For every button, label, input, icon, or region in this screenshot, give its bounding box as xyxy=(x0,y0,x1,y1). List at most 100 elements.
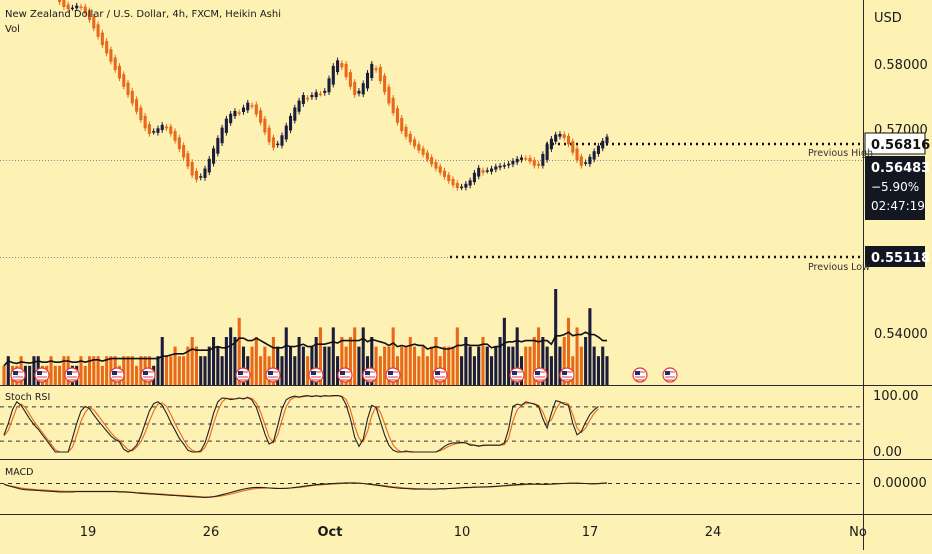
volume-bar xyxy=(417,356,421,385)
volume-bar xyxy=(400,346,404,385)
volume-bar xyxy=(596,356,600,385)
volume-bar xyxy=(164,356,169,385)
volume-bar xyxy=(207,346,211,385)
us-flag-event-icon xyxy=(632,367,648,383)
candles-group xyxy=(58,0,609,191)
badge-canton xyxy=(512,371,517,375)
volume-bar xyxy=(545,346,549,385)
candle-body xyxy=(284,125,288,140)
candle-body xyxy=(267,127,271,143)
candle-body xyxy=(481,170,485,173)
candle-body xyxy=(169,126,173,134)
candle-body xyxy=(524,158,528,160)
current-price-label[interactable]: 0.56483 −5.90% 02:47:19 xyxy=(865,156,930,220)
macd-line xyxy=(3,482,608,499)
candle-body xyxy=(122,74,126,87)
volume-bar xyxy=(541,337,545,385)
candle-body xyxy=(288,115,293,131)
candle-body xyxy=(280,135,284,146)
candle-body xyxy=(79,6,83,9)
volume-bar xyxy=(468,346,472,385)
candle-body xyxy=(566,135,571,145)
volume-bar xyxy=(340,337,344,385)
prev-high-price-label[interactable]: 0.56816 xyxy=(864,132,930,155)
time-tick-10: 10 xyxy=(454,525,471,540)
volume-bar xyxy=(558,346,562,385)
volume-bar xyxy=(87,356,92,385)
candle-body xyxy=(160,124,164,131)
badge-canton xyxy=(67,371,72,375)
candle-body xyxy=(489,168,494,172)
candle-body xyxy=(554,134,558,142)
event-badges-group xyxy=(10,367,678,383)
volume-bar xyxy=(100,365,104,385)
candle-body xyxy=(327,78,331,93)
candle-body xyxy=(460,186,464,189)
candle-body xyxy=(336,60,340,73)
volume-bar xyxy=(139,356,143,385)
candle-body xyxy=(451,178,455,186)
candle-body xyxy=(314,92,318,98)
badge-canton xyxy=(13,371,18,375)
volume-bar xyxy=(297,337,301,385)
candle-body xyxy=(152,131,156,133)
prev-low-label-box xyxy=(865,246,925,267)
volume-bar xyxy=(254,337,258,385)
volume-bar xyxy=(562,337,566,385)
volume-bar xyxy=(190,337,194,385)
candle-body xyxy=(241,107,246,113)
us-flag-event-icon xyxy=(362,367,378,383)
macd-label: MACD xyxy=(5,467,33,478)
volume-bar xyxy=(378,356,382,385)
us-flag-event-icon xyxy=(265,367,281,383)
candle-body xyxy=(519,157,524,160)
candle-body xyxy=(357,90,361,94)
candle-body xyxy=(472,172,476,183)
candle-body xyxy=(186,153,190,167)
volume-bar xyxy=(126,356,130,385)
prev-low-price-label[interactable]: 0.55118 xyxy=(865,246,930,267)
candle-body xyxy=(417,144,421,151)
stoch-tick-0: 0.00 xyxy=(873,445,902,460)
candle-body xyxy=(92,16,96,29)
candle-body xyxy=(558,133,562,137)
us-flag-event-icon xyxy=(34,367,50,383)
candle-body xyxy=(494,166,498,170)
volume-bar xyxy=(549,356,553,385)
badge-canton xyxy=(435,371,440,375)
us-flag-event-icon xyxy=(532,367,548,383)
candle-body xyxy=(246,102,250,111)
volume-bar xyxy=(96,356,100,385)
candle-body xyxy=(348,72,352,87)
volume-bar xyxy=(507,346,511,385)
volume-bar xyxy=(357,346,361,385)
volume-bar xyxy=(524,346,528,385)
prev-low-label-text: 0.55118 xyxy=(871,251,930,266)
candle-body xyxy=(96,24,100,37)
volume-bar xyxy=(233,337,237,385)
stoch-k-line xyxy=(3,395,599,453)
badge-canton xyxy=(665,371,670,375)
volume-bar xyxy=(404,346,408,385)
candle-body xyxy=(87,10,92,21)
candle-body xyxy=(194,170,198,180)
candle-body xyxy=(477,167,481,177)
time-tick-17: 17 xyxy=(582,525,599,540)
volume-bar xyxy=(532,337,536,385)
candle-body xyxy=(579,156,583,166)
volume-bar xyxy=(156,356,160,385)
candle-body xyxy=(442,170,447,177)
current-price-box xyxy=(865,156,925,220)
volume-bar xyxy=(186,346,190,385)
candle-body xyxy=(605,136,609,144)
us-flag-event-icon xyxy=(509,367,525,383)
volume-bar xyxy=(6,356,10,385)
us-flag-event-icon xyxy=(559,367,575,383)
us-flag-event-icon xyxy=(432,367,448,383)
volume-bar xyxy=(293,356,297,385)
volume-bar xyxy=(408,337,412,385)
volume-bar xyxy=(2,365,6,385)
volume-bar xyxy=(105,356,109,385)
candle-body xyxy=(70,7,74,10)
